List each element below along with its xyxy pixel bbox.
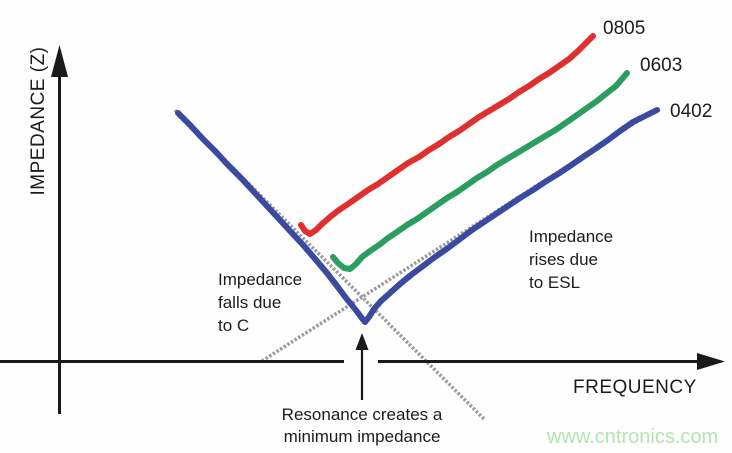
- x-axis-arrowhead-icon: [697, 353, 725, 370]
- annotation-line: rises due: [529, 250, 598, 269]
- annotation-impedance-falls: Impedance falls due to C: [218, 268, 302, 337]
- annotation-resonance: Resonance creates a minimum impedance: [282, 404, 443, 448]
- curve-0805: [298, 33, 596, 237]
- curve-0603: [330, 70, 630, 272]
- watermark-text: www.cntronics.com: [547, 426, 719, 448]
- curve-0402: [175, 107, 660, 325]
- annotation-line: minimum impedance: [283, 427, 441, 446]
- annotation-line: Impedance: [218, 270, 303, 289]
- series-label-0805: 0805: [603, 18, 646, 39]
- annotation-line: to C: [218, 316, 250, 335]
- y-axis-label: IMPEDANCE (Z): [28, 46, 49, 196]
- resonance-arrowhead-icon: [355, 333, 369, 350]
- series-label-0402: 0402: [670, 101, 713, 122]
- series-label-0603: 0603: [640, 55, 683, 76]
- y-axis-arrowhead-icon: [51, 45, 68, 77]
- annotation-impedance-rises: Impedance rises due to ESL: [529, 225, 613, 294]
- annotation-line: to ESL: [529, 273, 581, 292]
- annotation-line: Resonance creates a: [281, 405, 443, 424]
- annotation-line: Impedance: [529, 227, 614, 246]
- x-axis-label: FREQUENCY: [573, 377, 697, 398]
- annotation-line: falls due: [218, 293, 282, 312]
